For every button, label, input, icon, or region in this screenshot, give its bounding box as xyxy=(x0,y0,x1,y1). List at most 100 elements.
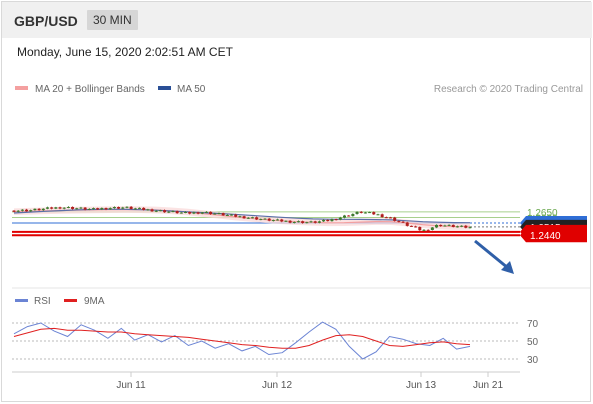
candle-body xyxy=(409,225,413,227)
candle-body xyxy=(163,210,167,213)
candle-body xyxy=(288,220,292,223)
rsi-legend-label: RSI xyxy=(34,296,51,307)
candle-body xyxy=(317,221,321,223)
candle-body xyxy=(221,213,225,216)
candle-body xyxy=(284,220,288,222)
candle-body xyxy=(259,219,263,221)
candle-body xyxy=(154,210,158,212)
ma50-legend-label: MA 50 xyxy=(177,84,206,95)
candle-body xyxy=(37,208,41,211)
candle-body xyxy=(41,208,45,211)
candle-body xyxy=(108,208,112,210)
ma20-legend-label: MA 20 + Bollinger Bands xyxy=(35,84,145,95)
candle-body xyxy=(313,221,317,223)
candle-body xyxy=(368,212,372,214)
candle-body xyxy=(12,210,16,212)
candle-body xyxy=(217,213,221,215)
candle-body xyxy=(117,207,121,209)
candle-body xyxy=(301,221,305,224)
candle-body xyxy=(188,211,192,214)
candle-body xyxy=(234,214,238,217)
candle-body xyxy=(376,214,380,216)
x-tick-label: Jun 11 xyxy=(116,380,146,391)
candle-body xyxy=(292,221,296,223)
candle-body xyxy=(25,209,29,212)
candle-body xyxy=(384,217,388,219)
candle-body xyxy=(204,211,208,213)
candle-body xyxy=(439,224,443,227)
candle-body xyxy=(213,213,217,215)
candle-body xyxy=(250,217,254,219)
rsi-level-label: 50 xyxy=(527,337,539,348)
ma50-legend-swatch xyxy=(158,86,171,90)
candle-body xyxy=(330,219,334,222)
candle-body xyxy=(464,225,468,228)
candle-body xyxy=(87,208,91,210)
candle-body xyxy=(62,207,66,209)
support-tag xyxy=(520,228,587,243)
candle-body xyxy=(468,227,472,229)
candle-body xyxy=(20,209,24,211)
rsi-line xyxy=(13,321,471,360)
candle-body xyxy=(326,219,330,222)
candle-body xyxy=(296,221,300,223)
candle-body xyxy=(200,212,204,214)
candle-body xyxy=(460,225,464,227)
candle-body xyxy=(192,212,196,214)
candle-body xyxy=(121,207,125,209)
forecast-arrow-shaft xyxy=(474,239,509,270)
chart-timestamp: Monday, June 15, 2020 2:02:51 AM CET xyxy=(17,45,233,59)
forecast-arrow-head xyxy=(501,261,514,274)
candle-body xyxy=(447,224,451,226)
candle-body xyxy=(238,216,242,218)
candle-body xyxy=(138,207,142,209)
candle-body xyxy=(209,211,213,215)
x-tick-label: Jun 13 xyxy=(406,380,436,391)
candle-body xyxy=(435,224,439,228)
candle-body xyxy=(242,216,246,219)
candle-body xyxy=(451,224,455,227)
candle-body xyxy=(271,220,275,222)
rsi-ma-legend-swatch xyxy=(64,299,77,302)
candle-body xyxy=(422,229,426,231)
candle-body xyxy=(401,221,405,223)
candle-body xyxy=(75,208,79,210)
research-credit: Research © 2020 Trading Central xyxy=(434,84,583,95)
x-axis-ticks: Jun 11 Jun 12 Jun 13 Jun 21 xyxy=(116,372,503,391)
main-plot xyxy=(12,205,520,274)
candle-body xyxy=(196,212,200,214)
candle-body xyxy=(426,229,430,231)
rsi-level-label: 30 xyxy=(527,355,539,366)
support-label: 1.2440 xyxy=(530,231,561,242)
rsi-level-label: 70 xyxy=(527,319,539,330)
rsi-ma-line xyxy=(13,327,471,349)
rsi-legend-swatch xyxy=(15,299,28,302)
candle-body xyxy=(71,206,75,209)
candle-body xyxy=(54,207,58,209)
candle-body xyxy=(389,217,393,219)
candle-body xyxy=(355,211,359,214)
candle-body xyxy=(334,219,338,221)
x-tick-label: Jun 12 xyxy=(262,380,292,391)
candle-body xyxy=(142,207,146,210)
candle-body xyxy=(246,217,250,219)
rsi-plot: 70 50 30 xyxy=(12,319,539,366)
candle-body xyxy=(309,221,313,223)
candle-body xyxy=(125,206,129,208)
candle-body xyxy=(225,214,229,216)
candle-body xyxy=(158,210,162,212)
candle-body xyxy=(405,222,409,226)
candle-body xyxy=(430,227,434,230)
candle-body xyxy=(100,208,104,210)
candle-body xyxy=(171,211,175,213)
candle-body xyxy=(380,214,384,218)
candle-body xyxy=(351,213,355,217)
candle-body xyxy=(58,207,62,209)
candle-body xyxy=(79,207,83,209)
candle-body xyxy=(129,206,133,209)
candle-body xyxy=(167,211,171,213)
candle-body xyxy=(91,208,95,210)
timeframe-badge[interactable]: 30 MIN xyxy=(87,10,138,30)
